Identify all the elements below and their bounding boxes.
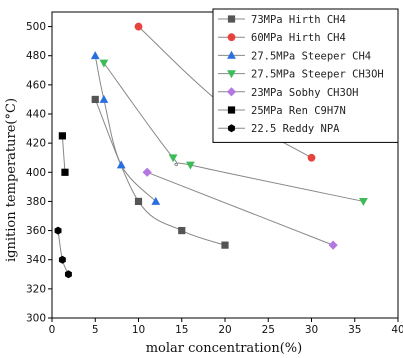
y-axis-label: ignition temperature(°C) — [4, 98, 19, 262]
legend: 73MPa Hirth CH4 60MPa Hirth CH4 27.5MPa St… — [212, 8, 399, 143]
data-point-s6-1 — [58, 255, 66, 264]
data-point-s1-0 — [134, 22, 143, 31]
x-tick-label: 35 — [348, 324, 361, 336]
series-line-3 — [103, 62, 364, 202]
data-point-s3-0 — [99, 59, 109, 68]
data-point-s4-0 — [142, 167, 152, 177]
legend-marker-5 — [227, 106, 236, 114]
legend-marker-2 — [227, 50, 236, 59]
axes-layer: 0 5 10 15 20 25 30 35 40 300 320 340 360 380 400 420 440… — [26, 11, 403, 336]
legend-box — [212, 8, 399, 143]
series-line-5 — [61, 135, 66, 173]
data-point-s0-3 — [221, 241, 229, 249]
series-line-6 — [57, 230, 69, 275]
series-lines-layer — [57, 26, 364, 275]
legend-label-6: 22.5 Reddy NPA — [251, 123, 340, 135]
series-line-4 — [146, 171, 334, 246]
y-tick-label: 340 — [26, 254, 46, 266]
legend-marker-0 — [227, 15, 236, 23]
data-point-s2-0 — [90, 51, 100, 60]
data-point-s3-2 — [186, 161, 195, 170]
y-tick-label: 420 — [26, 138, 46, 150]
y-tick-label: 480 — [26, 50, 46, 62]
x-tick-label: 15 — [175, 324, 188, 336]
y-tick-label: 380 — [26, 196, 46, 208]
legend-label-5: 25MPa Ren C9H7N — [251, 105, 346, 117]
legend-label-1: 60MPa Hirth CH4 — [251, 32, 346, 44]
data-point-s0-1 — [134, 197, 143, 206]
data-point-s2-2 — [116, 160, 126, 169]
x-tick-label: 5 — [92, 324, 99, 336]
x-tick-label: 0 — [49, 324, 56, 336]
x-tick-label: 40 — [391, 324, 403, 336]
y-tick-label: 320 — [26, 283, 46, 295]
legend-label-2: 27.5MPa Steeper CH4 — [251, 50, 371, 62]
series-line-2 — [94, 55, 157, 202]
x-tick-label: 10 — [132, 324, 145, 336]
x-tick-label: 30 — [305, 324, 318, 336]
data-point-s3-3 — [359, 198, 368, 207]
y-tick-label: 460 — [26, 79, 46, 91]
y-tick-label: 300 — [26, 313, 46, 325]
data-point-s2-3 — [151, 196, 161, 205]
x-axis-label: molar concentration(%) — [146, 341, 303, 356]
legend-marker-1 — [227, 33, 236, 42]
legend-marker-4 — [226, 87, 237, 97]
x-tick-label: 25 — [262, 324, 275, 336]
data-point-s6-0 — [54, 226, 62, 235]
data-point-s3-1 — [168, 154, 178, 163]
x-tick-label: 20 — [218, 324, 231, 336]
data-point-s1-2 — [307, 153, 316, 162]
y-tick-label: 440 — [26, 109, 46, 121]
legend-label-0: 73MPa Hirth CH4 — [251, 14, 346, 26]
y-tick-label: 360 — [26, 225, 46, 237]
data-point-s2-1 — [99, 94, 109, 103]
legend-label-4: 23MPa Sobhy CH3OH — [251, 87, 358, 99]
legend-marker-6 — [228, 124, 235, 133]
legend-label-3: 27.5MPa Steeper CH3OH — [251, 69, 384, 81]
data-point-s5-1 — [61, 168, 69, 176]
series-line-0 — [94, 99, 226, 246]
data-point-s0-2 — [178, 226, 186, 235]
y-tick-label: 400 — [26, 167, 46, 179]
data-point-s5-0 — [58, 132, 66, 140]
data-point-s4-1 — [328, 240, 338, 250]
y-tick-label: 500 — [26, 21, 46, 33]
data-point-s0-0 — [91, 95, 99, 104]
data-point-s6-2 — [64, 270, 72, 279]
legend-marker-3 — [227, 70, 236, 79]
